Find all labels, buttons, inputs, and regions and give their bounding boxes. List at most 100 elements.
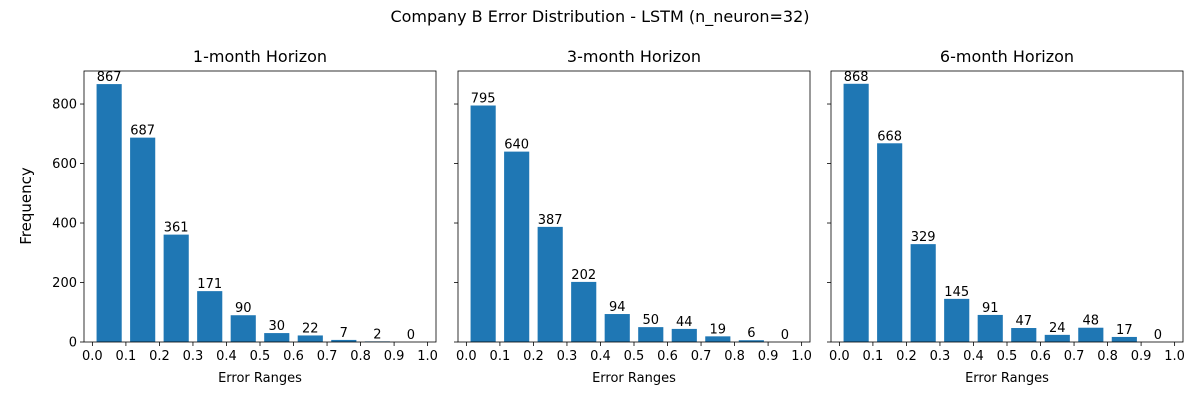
bar-value-label: 0	[407, 328, 415, 343]
y-tick-label: 0	[69, 336, 77, 351]
x-tick-label: 0.0	[829, 349, 850, 364]
x-tick-label: 0.5	[624, 349, 645, 364]
bar	[537, 226, 563, 342]
bar-value-label: 50	[642, 313, 659, 328]
x-tick-label: 0.1	[116, 349, 137, 364]
bar-value-label: 867	[97, 70, 122, 85]
bar	[877, 143, 903, 342]
bar	[230, 315, 256, 342]
x-tick-label: 1.0	[417, 349, 438, 364]
bar-value-label: 48	[1083, 314, 1100, 329]
bar-value-label: 6	[747, 326, 755, 341]
x-tick-label: 0.3	[183, 349, 204, 364]
x-tick-label: 0.1	[490, 349, 511, 364]
bar-value-label: 30	[268, 319, 285, 334]
y-tick-label: 600	[52, 157, 77, 172]
suptitle: Company B Error Distribution - LSTM (n_n…	[390, 7, 809, 27]
bar-value-label: 91	[982, 301, 999, 316]
bar	[705, 336, 731, 342]
bar	[910, 244, 936, 342]
x-tick-label: 1.0	[1164, 349, 1185, 364]
bar-value-label: 795	[471, 92, 496, 107]
x-tick-label: 0.5	[250, 349, 271, 364]
bar	[96, 84, 122, 342]
bar	[944, 298, 970, 342]
bar	[843, 83, 869, 342]
panel-title: 3-month Horizon	[567, 47, 701, 66]
bar-value-label: 19	[710, 322, 727, 337]
panel-title: 6-month Horizon	[940, 47, 1074, 66]
x-tick-label: 0.7	[317, 349, 338, 364]
bar-value-label: 0	[1154, 328, 1162, 343]
bar	[470, 105, 496, 342]
panel-title: 1-month Horizon	[193, 47, 327, 66]
x-tick-label: 0.2	[149, 349, 170, 364]
x-tick-label: 0.5	[997, 349, 1018, 364]
y-tick-label: 200	[52, 276, 77, 291]
bar-value-label: 44	[676, 315, 693, 330]
bar-value-label: 90	[235, 301, 252, 316]
x-tick-label: 0.6	[1030, 349, 1051, 364]
x-tick-label: 0.1	[863, 349, 884, 364]
x-tick-label: 0.4	[963, 349, 984, 364]
bar	[1111, 336, 1137, 342]
x-tick-label: 0.8	[724, 349, 745, 364]
bar-value-label: 202	[571, 268, 596, 283]
bar-value-label: 668	[877, 129, 902, 144]
x-axis-label: Error Ranges	[592, 371, 676, 386]
bar-value-label: 687	[130, 124, 155, 139]
y-axis-label: Frequency	[17, 167, 35, 245]
x-tick-label: 0.8	[1097, 349, 1118, 364]
bar-value-label: 94	[609, 300, 626, 315]
bar-value-label: 7	[340, 326, 348, 341]
bar-value-label: 17	[1116, 323, 1133, 338]
y-tick-label: 800	[52, 98, 77, 113]
bar-value-label: 171	[197, 277, 222, 292]
x-tick-label: 0.9	[758, 349, 779, 364]
x-tick-label: 1.0	[791, 349, 812, 364]
bar	[331, 339, 357, 342]
x-tick-label: 0.3	[930, 349, 951, 364]
x-tick-label: 0.4	[590, 349, 611, 364]
bar	[738, 340, 764, 342]
bar-value-label: 24	[1049, 321, 1066, 336]
x-tick-label: 0.2	[523, 349, 544, 364]
bar	[1011, 328, 1037, 342]
x-axis-label: Error Ranges	[218, 371, 302, 386]
x-tick-label: 0.3	[557, 349, 578, 364]
x-tick-label: 0.6	[657, 349, 678, 364]
bar	[197, 291, 223, 342]
bar	[264, 333, 290, 342]
bar	[638, 327, 664, 342]
panel-1: 867 687 361 171 90 30 22 7 2 0 0.0 0.1 0.2 0.3 0.4 0.5 0…	[52, 47, 438, 386]
x-tick-label: 0.9	[384, 349, 405, 364]
bar	[130, 137, 156, 342]
bar	[1078, 327, 1104, 342]
bar	[1044, 334, 1070, 342]
x-tick-label: 0.4	[216, 349, 237, 364]
bar-value-label: 0	[781, 328, 789, 343]
y-tick-label: 400	[52, 217, 77, 232]
x-tick-label: 0.8	[350, 349, 371, 364]
panel-2: 795 640 387 202 94 50 44 19 6 0 0.0 0.1 0.2 0.3 0.4 0.5…	[454, 47, 812, 386]
bar-value-label: 640	[504, 138, 529, 153]
panel-3: 868 668 329 145 91 47 24 48 17 0 0.0 0.1 0.2 0.3 0.4 0.…	[827, 47, 1185, 386]
bar-value-label: 145	[944, 285, 969, 300]
x-tick-label: 0.0	[456, 349, 477, 364]
bar	[297, 335, 323, 342]
bar-value-label: 2	[373, 327, 381, 342]
x-tick-label: 0.0	[82, 349, 103, 364]
bar-value-label: 387	[538, 213, 563, 228]
x-tick-label: 0.6	[283, 349, 304, 364]
x-tick-label: 0.7	[691, 349, 712, 364]
x-tick-label: 0.9	[1131, 349, 1152, 364]
bar-value-label: 329	[911, 230, 936, 245]
bar	[571, 281, 597, 342]
bar	[504, 151, 530, 342]
bar-value-label: 22	[302, 321, 319, 336]
bar	[977, 314, 1003, 342]
x-axis-label: Error Ranges	[965, 371, 1049, 386]
x-tick-label: 0.2	[896, 349, 917, 364]
